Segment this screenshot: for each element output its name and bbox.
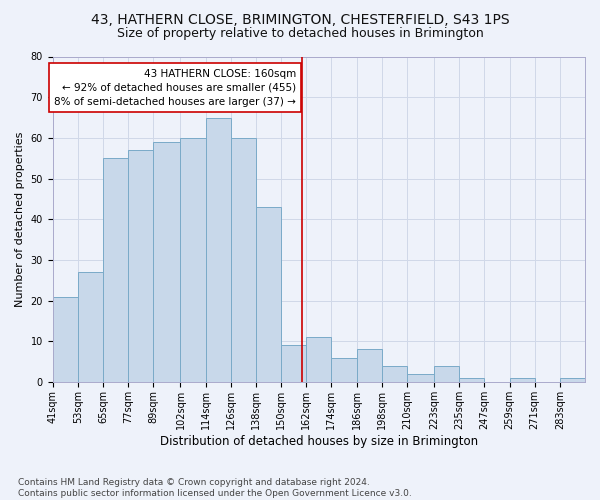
Bar: [459, 378, 484, 382]
Text: 43, HATHERN CLOSE, BRIMINGTON, CHESTERFIELD, S43 1PS: 43, HATHERN CLOSE, BRIMINGTON, CHESTERFI…: [91, 12, 509, 26]
Bar: [206, 118, 231, 382]
Bar: [382, 366, 407, 382]
Bar: [256, 207, 281, 382]
Bar: [231, 138, 256, 382]
Bar: [153, 142, 181, 382]
Bar: [434, 366, 459, 382]
Bar: [509, 378, 535, 382]
Bar: [281, 346, 306, 382]
Bar: [103, 158, 128, 382]
Bar: [407, 374, 434, 382]
Bar: [306, 337, 331, 382]
Bar: [53, 296, 78, 382]
Bar: [560, 378, 585, 382]
X-axis label: Distribution of detached houses by size in Brimington: Distribution of detached houses by size …: [160, 434, 478, 448]
Text: 43 HATHERN CLOSE: 160sqm
← 92% of detached houses are smaller (455)
8% of semi-d: 43 HATHERN CLOSE: 160sqm ← 92% of detach…: [54, 68, 296, 106]
Text: Size of property relative to detached houses in Brimington: Size of property relative to detached ho…: [116, 28, 484, 40]
Bar: [331, 358, 356, 382]
Y-axis label: Number of detached properties: Number of detached properties: [15, 132, 25, 307]
Bar: [128, 150, 153, 382]
Bar: [181, 138, 206, 382]
Bar: [356, 350, 382, 382]
Bar: [78, 272, 103, 382]
Text: Contains HM Land Registry data © Crown copyright and database right 2024.
Contai: Contains HM Land Registry data © Crown c…: [18, 478, 412, 498]
